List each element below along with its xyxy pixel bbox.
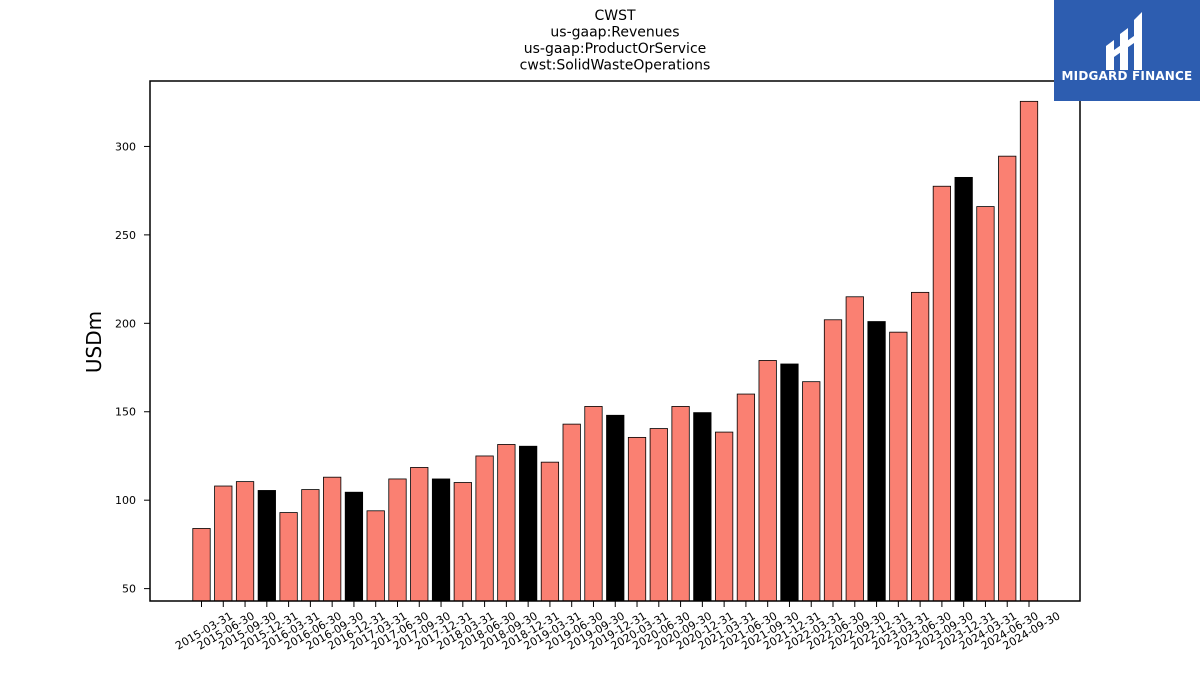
bar (649, 428, 668, 602)
bar (932, 185, 951, 602)
bar (889, 331, 908, 602)
bar-series (192, 100, 1039, 602)
chart-title: CWSTus-gaap:Revenuesus-gaap:ProductOrSer… (520, 8, 711, 74)
bar (736, 393, 756, 602)
y-tick-label: 150 (115, 406, 136, 419)
bar (802, 381, 821, 602)
bar (257, 490, 276, 602)
bar (671, 406, 690, 602)
logo-mark-icon (1106, 12, 1142, 70)
bar (911, 291, 930, 602)
bar (1019, 100, 1039, 602)
bar (475, 455, 494, 602)
bar (323, 476, 342, 602)
bar (235, 481, 255, 602)
y-tick-label: 200 (115, 317, 136, 330)
bar (715, 431, 734, 602)
bar (758, 360, 777, 602)
y-tick-label: 300 (115, 140, 136, 153)
bar (497, 444, 516, 602)
bar (388, 478, 407, 602)
y-tick-label: 250 (115, 229, 136, 242)
bar (519, 445, 538, 602)
bar (606, 414, 625, 602)
bar (192, 528, 211, 602)
y-tick-label: 50 (122, 583, 136, 596)
bar (279, 512, 298, 602)
bar (562, 423, 581, 602)
bar (998, 155, 1017, 602)
bar (431, 478, 451, 602)
bar (410, 467, 429, 602)
bar (453, 482, 472, 602)
chart-title-line: cwst:SolidWasteOperations (520, 58, 711, 74)
y-axis: 50 100 150 200 250 300 (115, 140, 150, 596)
bar (627, 436, 647, 602)
chart-title-line: us-gaap:ProductOrService (524, 41, 707, 57)
bar (954, 176, 973, 602)
bar (780, 363, 799, 602)
y-axis-label: USDm (82, 311, 106, 373)
x-axis: 2015-03-312015-06-302015-09-302015-12-31… (173, 601, 1063, 653)
chart-title-line: CWST (594, 8, 636, 24)
bar (867, 321, 886, 602)
bar (584, 406, 603, 602)
bar (693, 412, 712, 602)
bar (845, 296, 864, 602)
bar (976, 206, 995, 602)
logo-brand-text: MIDGARD FINANCE (1061, 69, 1193, 83)
bar (301, 489, 320, 602)
y-tick-label: 100 (115, 494, 136, 507)
bar (344, 491, 364, 602)
bar (823, 319, 843, 602)
brand-logo: MIDGARD FINANCE (1054, 0, 1200, 101)
bar (540, 461, 560, 602)
bar (366, 510, 385, 602)
chart-title-line: us-gaap:Revenues (550, 25, 679, 41)
bar (214, 485, 233, 602)
